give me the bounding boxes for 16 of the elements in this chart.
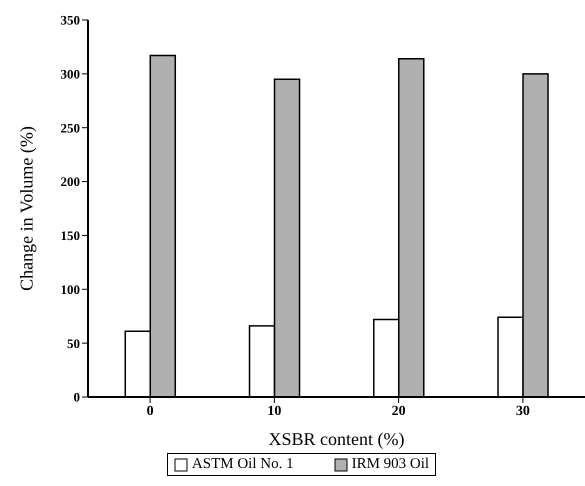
x-tick-label: 10 <box>267 404 282 419</box>
y-tick-label: 50 <box>67 336 80 351</box>
x-axis-title: XSBR content (%) <box>268 429 404 449</box>
y-tick-label: 300 <box>60 66 80 82</box>
y-tick-label: 200 <box>60 174 80 190</box>
y-tick-label: 150 <box>60 228 80 244</box>
legend-label: IRM 903 Oil <box>352 456 430 473</box>
y-tick-label: 100 <box>60 282 80 297</box>
x-tick-label: 30 <box>516 404 530 419</box>
x-tick-label: 0 <box>146 404 154 419</box>
y-tick-label: 0 <box>74 390 80 405</box>
y-tick-label: 350 <box>60 12 80 28</box>
x-tick-label: 20 <box>392 404 406 419</box>
legend-label: ASTM Oil No. 1 <box>192 456 294 473</box>
y-axis-title: Change in Volume (%) <box>16 126 36 291</box>
y-tick-label: 250 <box>60 120 80 136</box>
